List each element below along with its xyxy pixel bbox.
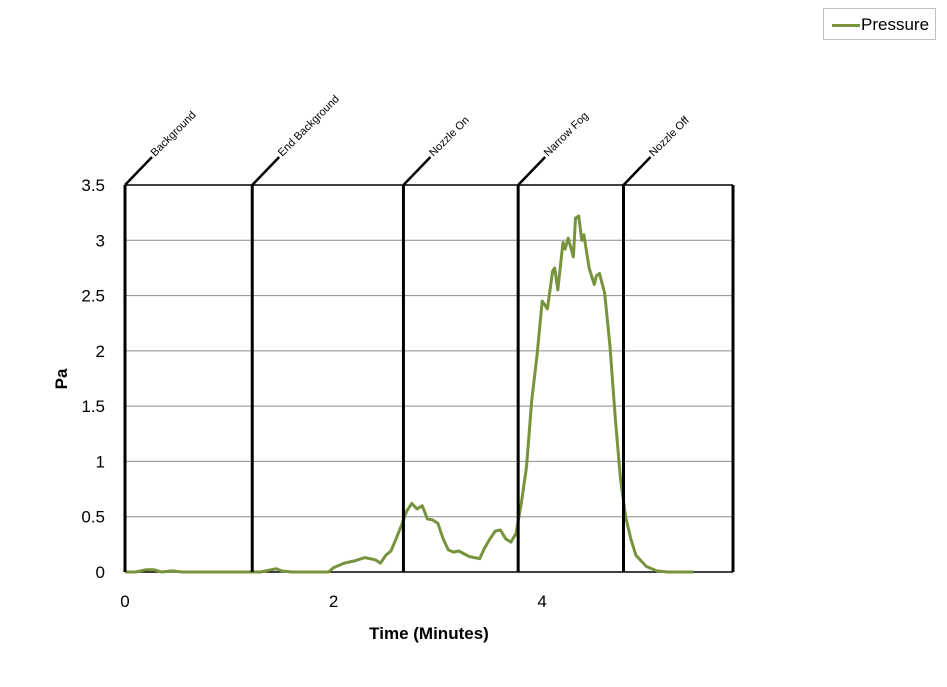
- series-line-pressure: [125, 214, 694, 574]
- y-axis-ticks: 0 0.5 1 1.5 2 2.5 3 3.5: [81, 176, 105, 582]
- y-tick-label: 2: [96, 342, 105, 361]
- y-tick-label: 3: [96, 231, 105, 250]
- x-tick-label: 0: [120, 592, 129, 611]
- y-tick-label: 0: [96, 563, 105, 582]
- event-label: Nozzle On: [427, 114, 472, 159]
- legend-label-pressure: Pressure: [861, 15, 930, 34]
- y-tick-label: 0.5: [81, 508, 105, 527]
- legend: Pressure: [823, 8, 936, 40]
- y-axis-title: Pa: [52, 368, 71, 389]
- event-leader: [517, 156, 547, 186]
- event-label: End Background: [276, 93, 342, 159]
- event-markers: Background End Background Nozzle On Narrow …: [123, 93, 735, 572]
- event-label: Background: [149, 109, 199, 159]
- event-label: Narrow Fog: [542, 110, 591, 159]
- x-axis-title: Time (Minutes): [369, 624, 489, 643]
- legend-swatch-pressure: [832, 24, 860, 27]
- event-label: Nozzle Off: [647, 114, 692, 159]
- x-tick-label: 2: [329, 592, 338, 611]
- y-tick-label: 1.5: [81, 397, 105, 416]
- series-layer: [125, 214, 694, 574]
- y-tick-label: 3.5: [81, 176, 105, 195]
- event-leader: [251, 156, 281, 186]
- event-leader: [124, 156, 153, 186]
- x-axis-ticks: 0 2 4: [120, 592, 547, 611]
- y-tick-label: 2.5: [81, 287, 105, 306]
- y-tick-label: 1: [96, 452, 105, 471]
- event-leader: [622, 156, 652, 186]
- gridlines: [125, 184, 733, 573]
- x-tick-label: 4: [537, 592, 546, 611]
- event-leader: [402, 156, 432, 186]
